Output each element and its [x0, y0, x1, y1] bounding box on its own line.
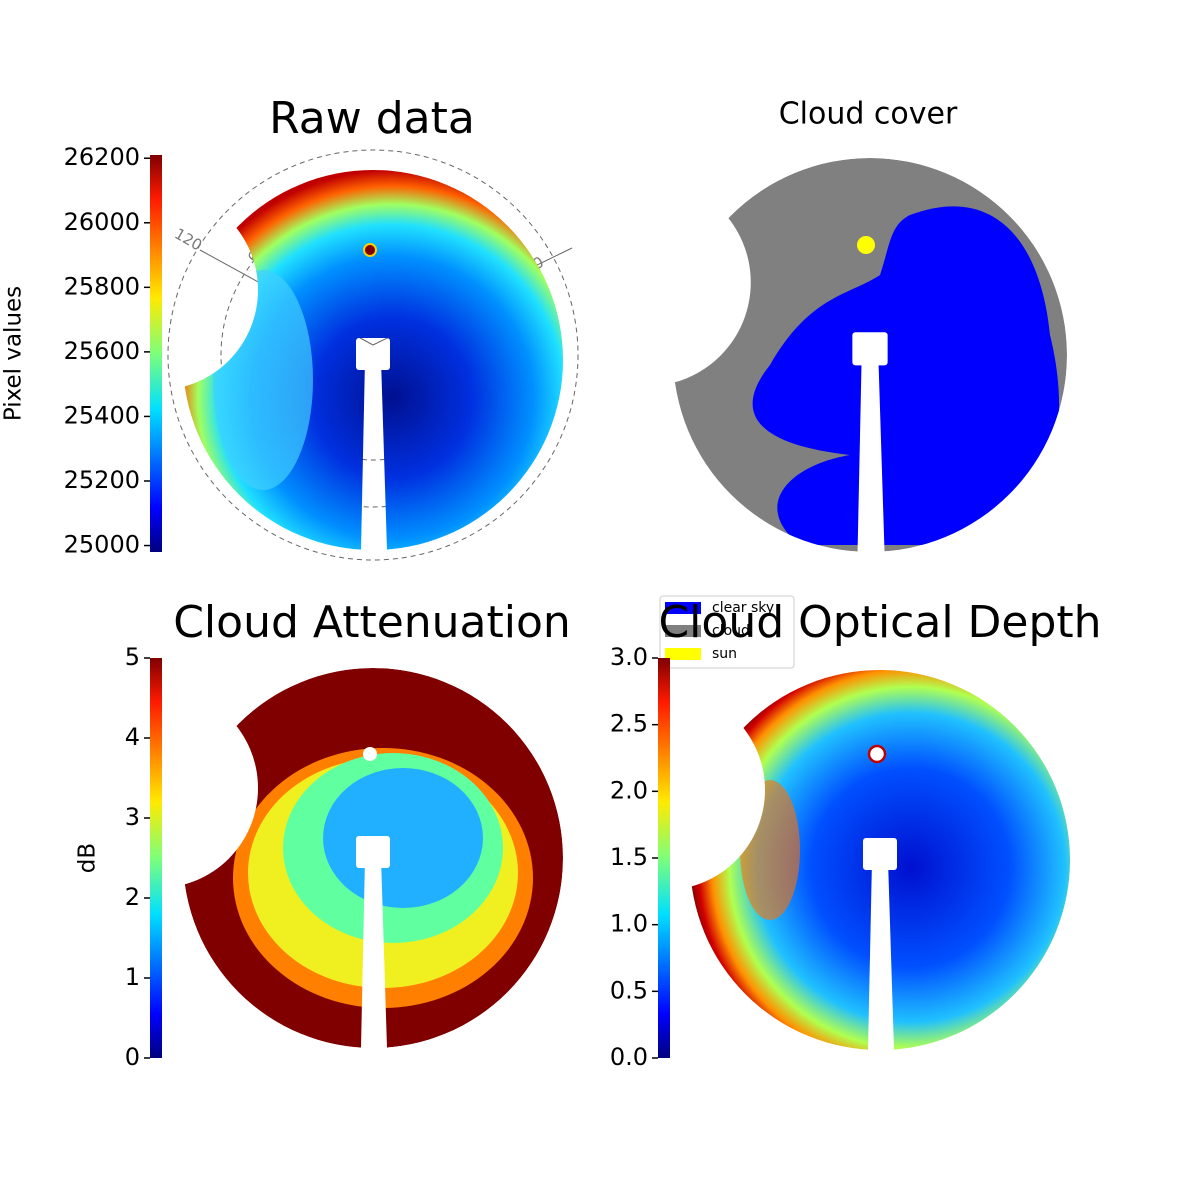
- colorbar-tick-label: 26000: [64, 208, 140, 236]
- colorbar-tick-label: 2.0: [610, 776, 648, 804]
- colorbar-tick-label: 25400: [64, 401, 140, 429]
- colorbar-tick-label: 2.5: [610, 710, 648, 738]
- colorbar-tick-label: 1: [125, 963, 140, 991]
- panel-title: Cloud Optical Depth: [658, 597, 1101, 648]
- colorbar-label: dB: [75, 843, 101, 873]
- panel-title: Cloud cover: [779, 97, 958, 132]
- sky-image: [673, 158, 1067, 552]
- colorbar-tick-label: 3.0: [610, 643, 648, 671]
- sky-image: [690, 670, 1070, 1050]
- legend: clear sky cloud sun: [659, 595, 795, 669]
- sun: [365, 245, 375, 255]
- panel-title: Cloud Attenuation: [173, 597, 571, 648]
- legend-swatch: [665, 602, 701, 614]
- colorbar-tick-label: 25200: [64, 466, 140, 494]
- colorbar-tick-label: 25600: [64, 337, 140, 365]
- colorbar-tick-label: 25000: [64, 531, 140, 559]
- sky-patch: [323, 768, 483, 908]
- colorbar: [150, 658, 162, 1058]
- clear-region: [752, 206, 1060, 545]
- colorbar-tick-label: 26200: [64, 143, 140, 171]
- colorbar-tick-label: 0.0: [610, 1043, 648, 1071]
- sun: [857, 236, 875, 254]
- sun: [867, 744, 887, 764]
- legend-swatch: [665, 648, 701, 660]
- colorbar-tick-label: 4: [125, 723, 140, 751]
- colorbar-tick-label: 3: [125, 803, 140, 831]
- panel-title: Raw data: [269, 93, 475, 144]
- sky-patch: [213, 270, 313, 490]
- legend-swatch: [665, 625, 701, 637]
- colorbar-tick-label: 1.0: [610, 910, 648, 938]
- colorbar-tick-label: 1.5: [610, 843, 648, 871]
- colorbar-tick-label: 0.5: [610, 976, 648, 1004]
- colorbar: [150, 155, 162, 552]
- colorbar-tick-label: 25800: [64, 272, 140, 300]
- colorbar: [658, 658, 670, 1058]
- sky-patch: [740, 780, 800, 920]
- colorbar-label: Pixel values: [1, 286, 27, 421]
- sky-image: [183, 170, 563, 550]
- legend-label: cloud: [712, 623, 750, 639]
- legend-label: sun: [712, 646, 737, 662]
- legend-label: clear sky: [712, 600, 774, 616]
- colorbar-tick-label: 0: [125, 1043, 140, 1071]
- sun: [363, 747, 377, 761]
- colorbar-tick-label: 5: [125, 643, 140, 671]
- sky-image: [183, 668, 563, 1048]
- colorbar-tick-label: 2: [125, 883, 140, 911]
